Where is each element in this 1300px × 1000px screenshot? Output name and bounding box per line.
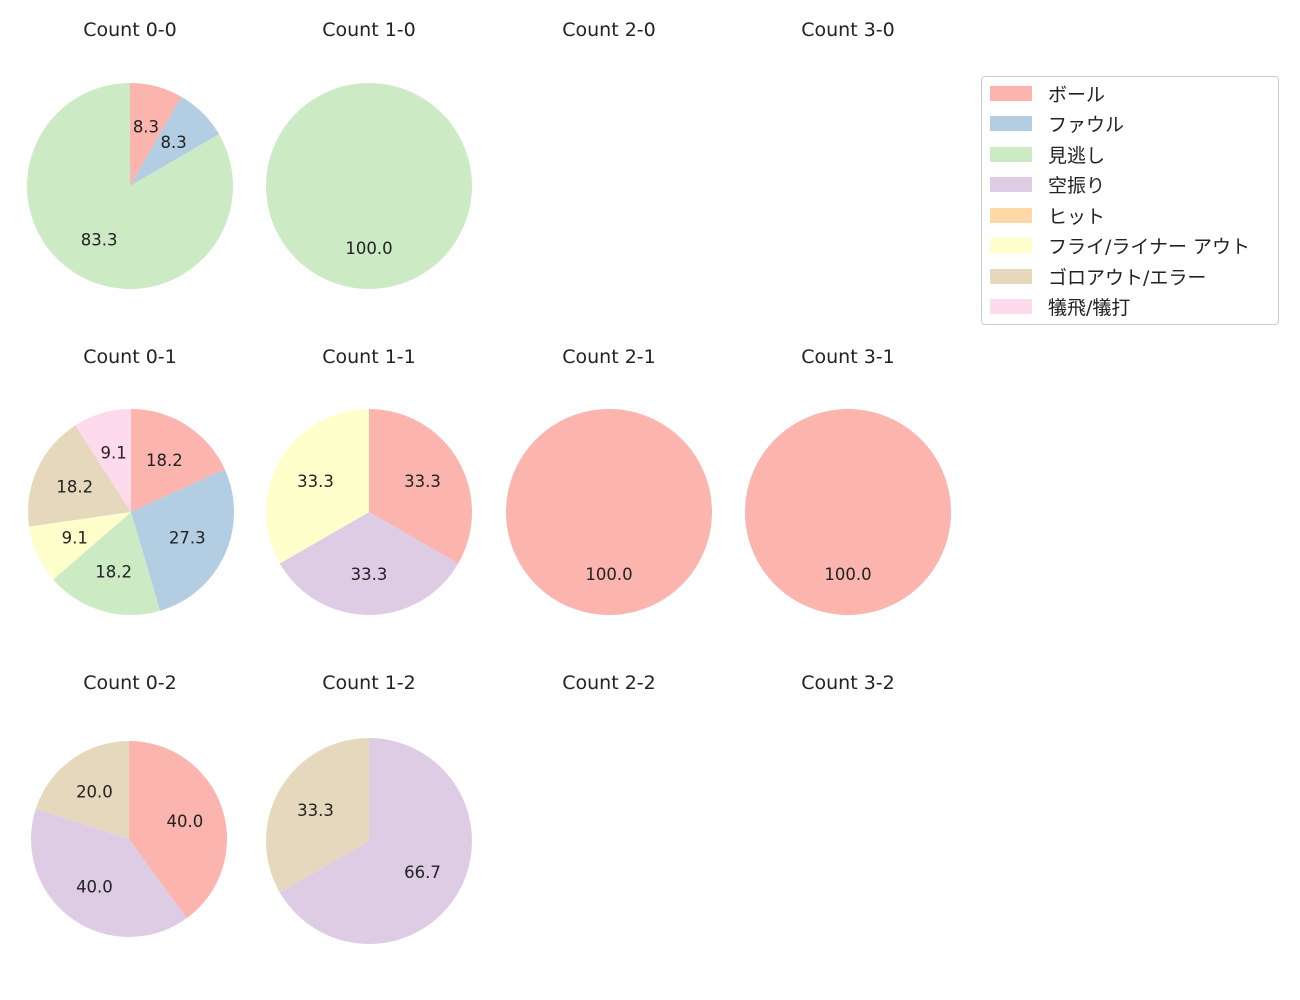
pie-count-1-1: Count 1-1 33.3 33.3 33.3	[266, 346, 472, 615]
pie-slice	[131, 409, 225, 512]
pie-slice	[130, 96, 220, 186]
legend-item: ゴロアウト/エラー	[990, 264, 1207, 289]
pie-title: Count 1-0	[322, 19, 416, 41]
slice-label: 18.2	[95, 562, 132, 581]
pie-slice	[30, 808, 187, 937]
pie-count-0-0: Count 0-0 8.38.3 83.3	[27, 19, 234, 289]
pie-slice	[369, 409, 472, 564]
pie-title: Count 2-1	[562, 346, 656, 368]
pie-slice	[27, 83, 234, 289]
legend-label: 空振り	[1048, 175, 1106, 197]
slice-label: 8.3	[160, 133, 186, 152]
slice-label: 40.0	[167, 812, 204, 831]
pie-slice	[53, 512, 161, 615]
legend-swatch	[990, 116, 1032, 131]
pie-slice	[130, 83, 182, 186]
pie-slice	[279, 738, 472, 944]
pie-slice	[129, 741, 227, 919]
legend-item: 見逃し	[990, 142, 1106, 167]
slice-label: 66.7	[404, 863, 441, 882]
slice-label: 100.0	[345, 239, 392, 258]
pie-title: Count 0-1	[83, 346, 177, 368]
pie-count-3-0: Count 3-0	[801, 19, 895, 41]
slice-label: 18.2	[56, 477, 93, 496]
legend-swatch	[990, 85, 1032, 101]
slice-label: 33.3	[404, 472, 441, 491]
pie-count-3-2: Count 3-2	[801, 672, 895, 694]
slice-label: 20.0	[76, 782, 113, 801]
pie-count-0-2: Count 0-2 40.0 40.0 20.0	[30, 672, 227, 937]
slice-label: 40.0	[76, 878, 113, 897]
pie-slice	[75, 409, 131, 512]
legend-label: ゴロアウト/エラー	[1048, 266, 1207, 289]
pie-title: Count 3-2	[801, 672, 895, 694]
slice-label: 33.3	[351, 565, 388, 584]
pie-slice	[266, 83, 472, 289]
pie-title: Count 1-1	[322, 346, 416, 368]
slice-label: 27.3	[169, 529, 206, 548]
pie-title: Count 0-2	[83, 672, 177, 694]
pie-slice	[745, 409, 951, 615]
legend-label: 犠飛/犠打	[1048, 297, 1131, 319]
slice-label: 83.3	[81, 231, 118, 250]
pie-title: Count 0-0	[83, 19, 177, 41]
legend-swatch	[990, 177, 1032, 192]
legend-swatch	[990, 238, 1032, 253]
pie-count-2-0: Count 2-0	[562, 19, 656, 41]
legend-label: ファウル	[1048, 114, 1125, 136]
legend-label: フライ/ライナー アウト	[1048, 236, 1251, 258]
legend-swatch	[990, 268, 1032, 284]
pie-count-2-1: Count 2-1 100.0	[506, 346, 712, 615]
pie-slice	[131, 469, 234, 611]
pie-count-1-2: Count 1-2 66.7 33.3	[266, 672, 472, 944]
pie-count-0-1: Count 0-1 18.2 27.3 18.2 9.1 18.2 9.1	[28, 346, 234, 615]
pie-title: Count 3-0	[801, 19, 895, 41]
slice-label: 9.1	[100, 444, 126, 463]
pie-slice	[506, 409, 712, 615]
legend-label: 見逃し	[1048, 144, 1106, 167]
slice-label: 33.3	[297, 472, 334, 491]
legend: ボールファウル見逃し空振りヒットフライ/ライナー アウト ゴロアウト/エラー 犠飛/…	[981, 76, 1279, 325]
legend-label: ボール	[1048, 83, 1106, 106]
slice-label: 8.3	[133, 117, 159, 136]
slice-label: 9.1	[62, 529, 88, 548]
pie-title: Count 1-2	[322, 672, 416, 694]
slice-label: 100.0	[824, 565, 871, 584]
pie-slice	[28, 425, 131, 527]
legend-swatch	[990, 207, 1032, 223]
pie-title: Count 3-1	[801, 346, 895, 368]
slice-label: 18.2	[146, 451, 183, 470]
pie-count-1-0: Count 1-0 100.0	[266, 19, 472, 289]
legend-label: ヒット	[1048, 205, 1106, 228]
slice-label: 33.3	[297, 801, 334, 820]
pie-slice	[35, 741, 129, 839]
slice-label: 100.0	[585, 565, 632, 584]
legend-swatch	[990, 299, 1032, 314]
legend-swatch	[990, 146, 1032, 162]
legend-item: フライ/ライナー アウト	[990, 234, 1250, 258]
pie-slice	[29, 512, 131, 580]
legend-item: ボール	[990, 81, 1106, 106]
legend-item: ファウル	[990, 112, 1124, 136]
pie-title: Count 2-2	[562, 672, 656, 694]
legend-item: 空振り	[990, 173, 1105, 197]
pie-slice	[266, 409, 369, 564]
pie-count-3-1: Count 3-1 100.0	[745, 346, 951, 615]
legend-item: ヒット	[990, 203, 1106, 228]
pie-slice	[266, 738, 369, 893]
legend-item: 犠飛/犠打	[990, 295, 1130, 319]
pie-count-2-2: Count 2-2	[562, 672, 656, 694]
pie-title: Count 2-0	[562, 19, 656, 41]
